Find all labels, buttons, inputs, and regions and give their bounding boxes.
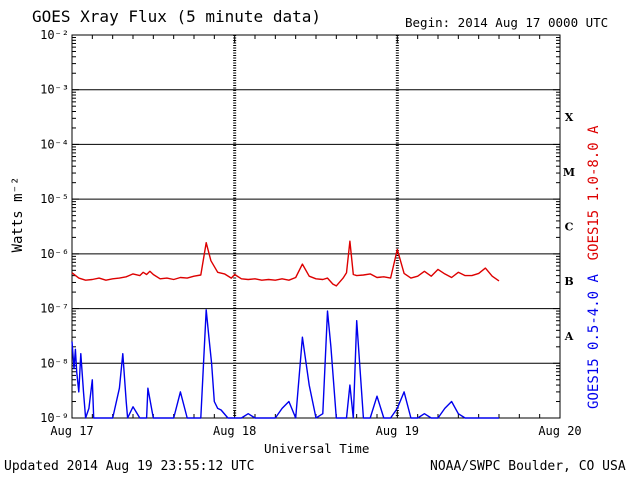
flare-class-label: M xyxy=(563,166,575,179)
y-tick-label: 10⁻⁷ xyxy=(40,302,69,316)
flare-class-label: C xyxy=(565,221,574,234)
plot-frame xyxy=(71,34,561,419)
x-axis-label: Universal Time xyxy=(264,441,370,456)
flare-class-label: A xyxy=(564,330,574,343)
y-tick-label: 10⁻² xyxy=(40,28,69,42)
x-tick-label: Aug 20 xyxy=(538,424,581,438)
updated-timestamp: Updated 2014 Aug 19 23:55:12 UTC xyxy=(4,459,255,474)
y-axis-label: Watts m⁻² xyxy=(10,177,26,253)
series-legend-label: GOES15 1.0-8.0 A xyxy=(586,125,602,260)
x-tick-label: Aug 18 xyxy=(213,424,256,438)
credit-text: NOAA/SWPC Boulder, CO USA xyxy=(430,459,626,474)
x-tick-label: Aug 19 xyxy=(376,424,419,438)
y-tick-label: 10⁻⁸ xyxy=(40,356,69,370)
y-tick-label: 10⁻⁶ xyxy=(40,247,69,261)
flare-class-label: X xyxy=(565,111,574,124)
flare-class-label: B xyxy=(564,275,573,288)
series-line-long xyxy=(71,240,500,287)
series-legend-label: GOES15 0.5-4.0 A xyxy=(586,274,602,409)
series-line-short xyxy=(71,309,499,419)
chart-title: GOES Xray Flux (5 minute data) xyxy=(32,7,321,26)
begin-time: Begin: 2014 Aug 17 0000 UTC xyxy=(405,15,609,30)
x-tick-label: Aug 17 xyxy=(50,424,93,438)
y-tick-label: 10⁻⁵ xyxy=(40,192,69,206)
y-tick-label: 10⁻⁴ xyxy=(40,137,69,151)
y-tick-label: 10⁻³ xyxy=(40,83,69,97)
y-tick-label: 10⁻⁹ xyxy=(40,411,69,425)
